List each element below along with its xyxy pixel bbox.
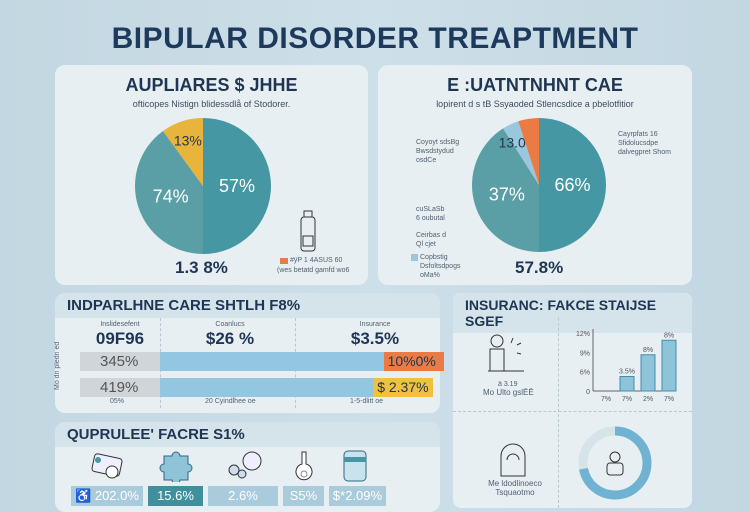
pie-total: 1.3 8% (175, 258, 228, 277)
divider (453, 411, 692, 412)
card-subtitle: ofticopes Nistign blidessdlå of Stodorer… (132, 99, 291, 109)
card-title: INDPARLHNE CARE SHTLH F8% (55, 293, 440, 318)
person-caption: Mo Ulto gslĒĒ (483, 388, 534, 397)
card-title: INSURANC: FAKCE STAIJSE SGEF (453, 293, 692, 333)
hooded-person-icon (500, 443, 526, 477)
x-tick-label: 7% (664, 396, 674, 403)
slice-label: 66% (554, 175, 590, 195)
factor-tile: 2.6% (208, 486, 278, 506)
pie-slice (135, 130, 203, 254)
column-foot: 05% (110, 398, 125, 405)
pie-slice (518, 118, 539, 185)
callout-left-top: Coyoyt sdsBg Bwsdstydud osdCe (416, 139, 460, 164)
row-label: 345% (100, 353, 139, 370)
callout-left-mid: cuSLaSb 6 oubutal (416, 206, 445, 222)
bar (640, 354, 656, 392)
bottle-icon (300, 210, 316, 252)
puzzle-icon (159, 451, 193, 482)
card-title: AUPLIARES $ JHHE (125, 75, 298, 95)
pie-card-left: AUPLIARES $ JHHE ofticopes Nistign blide… (55, 65, 368, 285)
legend-swatch (280, 258, 288, 264)
column-counselors: Coanlucs $26 % (205, 321, 255, 348)
person-icon (488, 334, 524, 372)
side-label: Mo dn pledn ed (54, 341, 61, 391)
row-bar (160, 352, 384, 371)
column-insurance: Insurance $3.5% (350, 321, 400, 348)
bar-chart: 0 6% 9% 12% 7% 3.5% 7% 8% 2% 8% 7% (576, 329, 677, 403)
bar-label: 8% (664, 332, 674, 339)
jar-icon (343, 450, 367, 482)
pie-chart-right: 66%37%13.0% (472, 118, 606, 252)
y-tick-label: 9% (580, 350, 590, 357)
person-caption: Me ldodlinoeco Tsquaotmo (488, 479, 542, 497)
insurance-card: INSURANC: FAKCE STAIJSE SGEF ä 3.19 Mo U… (453, 293, 692, 508)
callout-left-low: Ceirbas d Ql cjet (416, 232, 446, 248)
pie-slice (472, 128, 539, 252)
x-tick-label: 2% (643, 396, 653, 403)
slice-label: 74% (153, 187, 189, 207)
y-tick-label: 12% (576, 331, 590, 338)
factor-tile: 15.6% (148, 486, 203, 506)
care-cost-card: INDPARLHNE CARE SHTLH F8% Mo dn pledn ed… (54, 293, 444, 413)
pie-slice (203, 118, 271, 254)
person-caption-top: ä 3.19 (498, 381, 518, 388)
row-tag: $ 2.37% (373, 378, 434, 397)
flowers-icon (228, 451, 262, 479)
card-title: QUPRULEE' FACRE S1% (55, 422, 440, 447)
card-title: E :UATNTNHNT CAE (447, 75, 623, 95)
y-tick-label: 6% (580, 370, 590, 377)
money-icon (91, 453, 123, 479)
pie-slice (539, 118, 606, 252)
legend-label: Copbstig Dsfoltsdpogs oMa% (420, 254, 461, 279)
factor-tile: ♿ 202.0% (71, 486, 143, 506)
card-subtitle: lopirent d s tB Ssyaoded Stlencsdice a p… (436, 99, 634, 109)
donut-fill (578, 426, 652, 500)
legend-sublabel: (wes betatd gamfd wo6 (277, 267, 350, 274)
y-tick-label: 0 (586, 389, 590, 396)
row-label-bg (80, 352, 160, 371)
pie-slice (163, 118, 203, 186)
legend-swatch (411, 254, 418, 261)
column-insured: Inslidesefent 09F96 (95, 321, 145, 348)
pie-total: 57.8% (515, 258, 564, 277)
slice-label: 13% (174, 132, 202, 148)
flask-icon (295, 451, 313, 481)
person-body (606, 462, 624, 476)
factor-tile: $*2.09% (329, 486, 386, 506)
column-foot: 1-5-dlitt oe (350, 398, 384, 405)
pie-chart-left: 57% 74% 13% (135, 118, 271, 254)
slice-label: 57% (219, 176, 255, 196)
page-title: BIPULAR DISORDER TREAPTMENT (111, 22, 639, 55)
x-tick-label: 7% (601, 396, 611, 403)
column-foot: 20 Cyindlhee oe (205, 398, 256, 405)
donut-chart (578, 426, 652, 500)
person-icon (609, 451, 621, 463)
bar (661, 339, 677, 392)
divider (558, 318, 559, 508)
pie-card-right: E :UATNTNHNT CAE lopirent d s tB Ssyaode… (378, 65, 692, 285)
legend-label: #ÿP 1 4ASUS 60 (290, 257, 343, 264)
row-bar (160, 378, 374, 397)
x-tick-label: 7% (622, 396, 632, 403)
slice-label: 37% (489, 184, 525, 204)
row-label-bg (80, 378, 160, 397)
callout-right: Cayrpfats 16 Sfidolucsdpe dalvegpret Shom (618, 131, 671, 156)
row-label: 419% (100, 379, 139, 396)
bar-label: 3.5% (619, 369, 635, 376)
row-tag: 10%0% (383, 352, 444, 371)
bar (619, 376, 635, 392)
factor-tile: S5% (283, 486, 324, 506)
pie-slice (503, 121, 539, 185)
bar-label: 8% (643, 347, 653, 354)
